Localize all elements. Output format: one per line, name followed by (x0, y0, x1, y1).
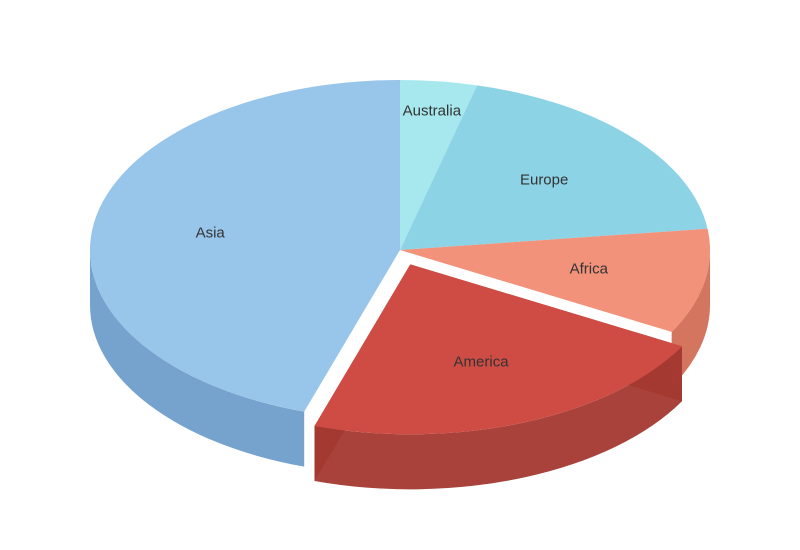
pie-label-australia: Australia (403, 103, 462, 120)
pie-label-africa: Africa (570, 261, 609, 278)
pie-label-europe: Europe (520, 171, 568, 188)
pie-label-america: America (454, 353, 510, 370)
pie-chart-3d: Australia Europe Africa America Asia (0, 0, 800, 550)
pie-label-asia: Asia (196, 224, 226, 241)
